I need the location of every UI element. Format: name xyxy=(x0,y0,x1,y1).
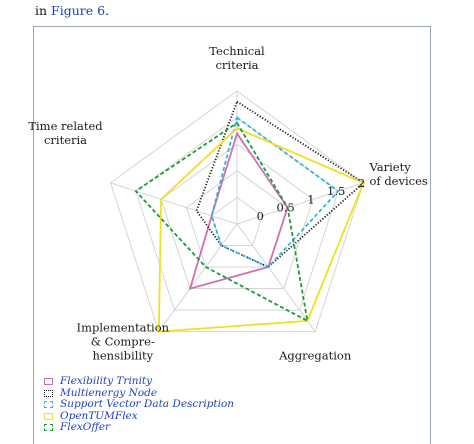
axis-label-1: Variety of devices xyxy=(368,160,427,188)
legend-label-1: Multienergy Node xyxy=(60,386,158,399)
tick-label-3: 1.5 xyxy=(327,184,345,198)
intro-text: in Figure 6. xyxy=(35,3,110,18)
legend-item-3: OpenTUMFlex xyxy=(44,409,234,423)
legend-swatch-4 xyxy=(44,424,53,432)
legend-label-0: Flexibility Trinity xyxy=(60,375,153,387)
grid-ring-2 xyxy=(160,143,314,290)
figure-link[interactable]: Figure 6 xyxy=(51,3,106,18)
legend-label-3: OpenTUMFlex xyxy=(60,409,138,422)
axis-label-3: Implementation & Compre-hensibility xyxy=(77,321,170,363)
series-2 xyxy=(210,116,340,269)
grid-spoke-2 xyxy=(236,223,316,332)
tick-label-1: 0.5 xyxy=(276,201,294,215)
axis-label-4: Time related criteria xyxy=(28,119,103,147)
legend-label-4: FlexOffer xyxy=(60,421,111,433)
axis-label-1-line-1: of devices xyxy=(369,174,427,188)
axis-label-3-line-1: & Compre- xyxy=(91,335,155,349)
legend-swatch-3 xyxy=(44,412,53,420)
axis-label-4-line-0: Time related xyxy=(28,119,103,133)
legend-label-2: Support Vector Data Description xyxy=(60,398,235,410)
grid-spoke-1 xyxy=(236,182,364,225)
legend-item-2: Support Vector Data Description xyxy=(44,398,235,411)
axis-label-0-line-0: Technical xyxy=(209,44,265,58)
figure-frame xyxy=(33,26,431,444)
series-4 xyxy=(134,121,309,323)
tick-label-2: 1 xyxy=(307,192,314,206)
axis-label-1-line-0: Variety xyxy=(368,160,411,174)
axis-label-2: Aggregation xyxy=(278,349,352,363)
axis-label-0-line-1: criteria xyxy=(215,58,258,72)
grid-spoke-3 xyxy=(158,223,238,332)
grid-ring-0 xyxy=(211,196,263,247)
grid-spoke-4 xyxy=(110,182,238,225)
grid-ring-4 xyxy=(109,90,365,333)
legend-swatch-0 xyxy=(44,378,53,386)
legend-swatch-2 xyxy=(44,401,53,409)
legend-item-0: Flexibility Trinity xyxy=(44,375,234,388)
legend-item-1: Multienergy Node xyxy=(44,386,234,400)
axis-label-0: Technical criteria xyxy=(209,44,265,72)
axis-label-4-line-1: criteria xyxy=(44,133,87,147)
legend-swatch-1 xyxy=(44,389,53,397)
axis-label-2-line-0: Aggregation xyxy=(278,349,352,363)
series-3 xyxy=(157,127,365,333)
tick-label-4: 2 xyxy=(358,176,365,190)
axis-label-3-line-0: Implementation xyxy=(77,321,170,335)
tick-label-0: 0 xyxy=(257,209,264,223)
axis-label-3-line-2: hensibility xyxy=(92,349,153,363)
radar-series xyxy=(134,100,365,333)
legend-item-4: FlexOffer xyxy=(44,421,234,434)
radar-grid xyxy=(109,90,365,333)
grid-ring-1 xyxy=(185,170,289,268)
chart-legend: Flexibility Trinity Multienergy Node Suppo… xyxy=(44,375,235,434)
radar-tick-labels: 0 0.5 1 1.5 2 xyxy=(257,176,366,223)
